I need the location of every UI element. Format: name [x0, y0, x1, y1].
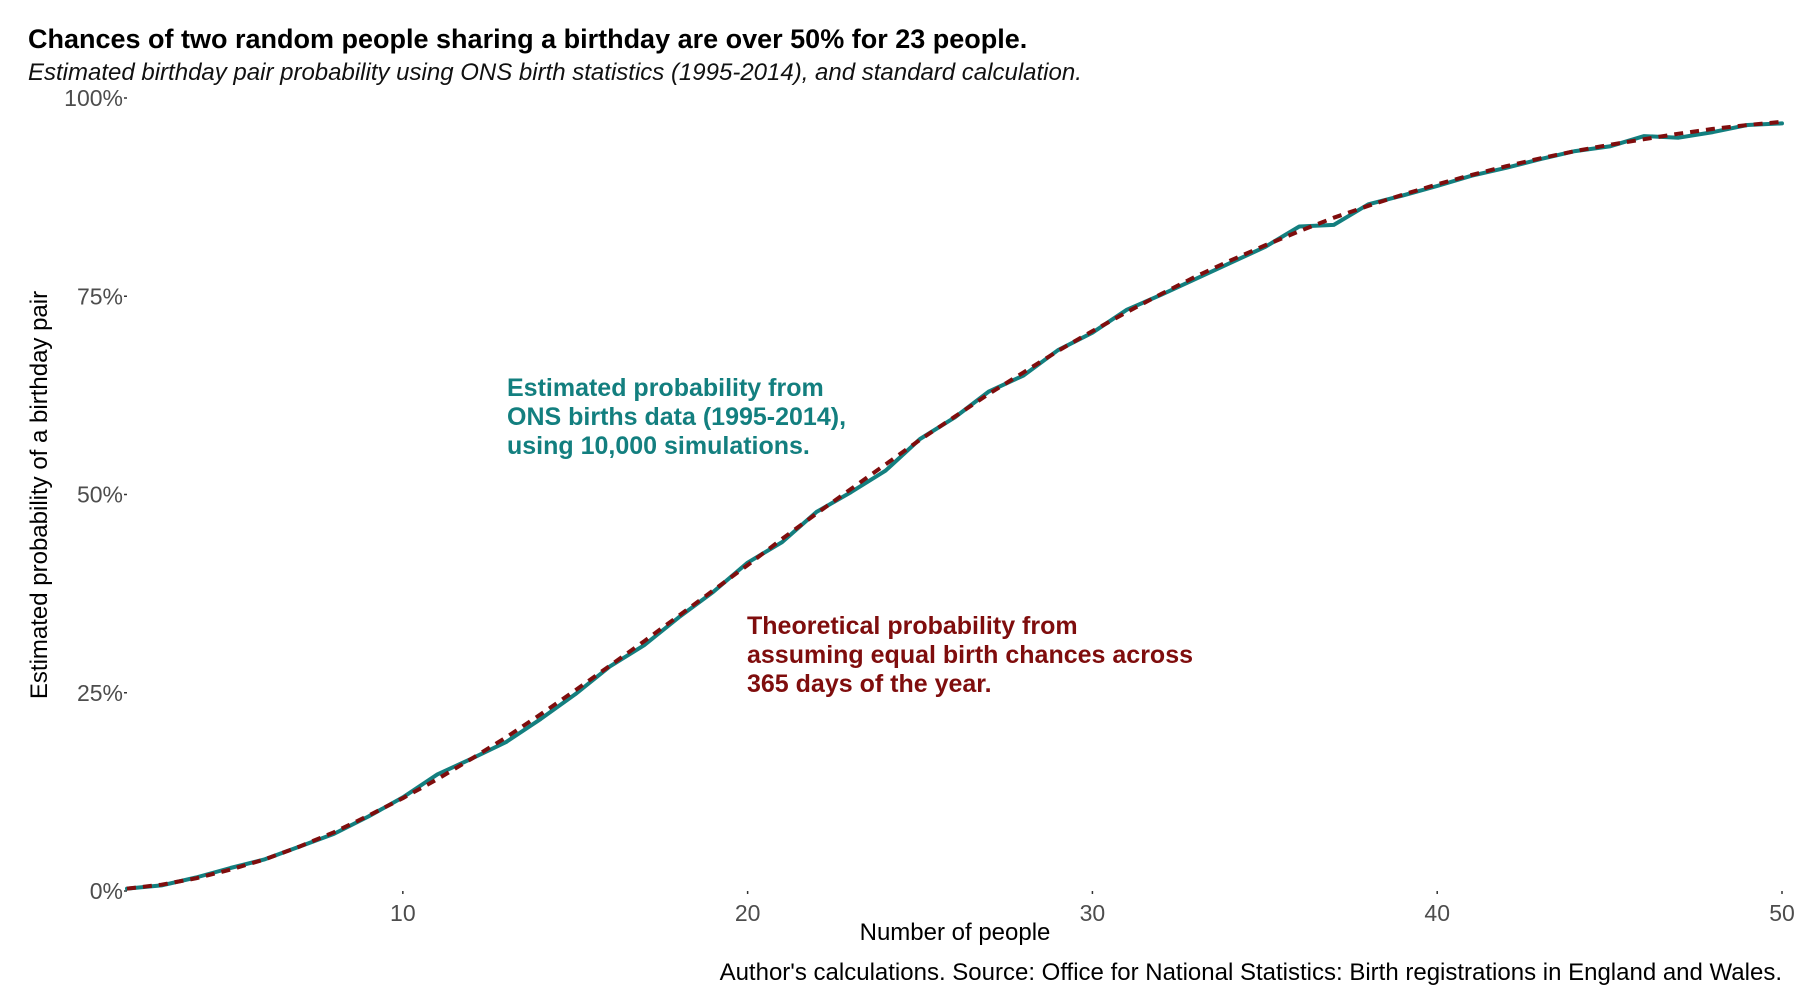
x-tick-label: 50	[1769, 900, 1795, 926]
x-tick-label: 40	[1424, 900, 1450, 926]
chart-subtitle: Estimated birthday pair probability usin…	[28, 59, 1082, 86]
y-tick-label: 75%	[77, 283, 123, 309]
x-tick-label: 10	[390, 900, 416, 926]
theoretical-probability-annotation: Theoretical probability from assuming equ…	[747, 612, 1193, 698]
annotation-line: assuming equal birth chances across	[747, 641, 1193, 669]
y-tick-label: 0%	[90, 878, 123, 904]
x-tick-label: 30	[1080, 900, 1106, 926]
x-axis-title: Number of people	[860, 919, 1051, 946]
estimated-probability-line	[125, 121, 1784, 891]
annotation-line: Theoretical probability from	[747, 612, 1078, 640]
y-tick-label: 25%	[77, 680, 123, 706]
estimated-probability-annotation: Estimated probability from ONS births dat…	[507, 374, 846, 460]
chart-title: Chances of two random people sharing a b…	[28, 24, 1027, 54]
theoretical-probability-line	[126, 119, 1783, 891]
y-tick-label: 50%	[77, 482, 123, 508]
annotation-layer: Estimated probability from ONS births dat…	[507, 374, 1193, 698]
y-axis: 0% 25% 50% 75% 100%	[64, 85, 127, 904]
x-tick-label: 20	[735, 900, 761, 926]
y-tick-label: 100%	[64, 85, 123, 111]
chart-caption: Author's calculations. Source: Office fo…	[720, 959, 1782, 986]
annotation-line: ONS births data (1995-2014),	[507, 403, 846, 431]
y-axis-title: Estimated probability of a birthday pair	[26, 291, 53, 699]
annotation-line: Estimated probability from	[507, 374, 824, 402]
x-axis: 10 20 30 40 50	[390, 891, 1795, 926]
annotation-line: 365 days of the year.	[747, 670, 992, 698]
series-layer	[125, 119, 1784, 891]
annotation-line: using 10,000 simulations.	[507, 432, 810, 460]
